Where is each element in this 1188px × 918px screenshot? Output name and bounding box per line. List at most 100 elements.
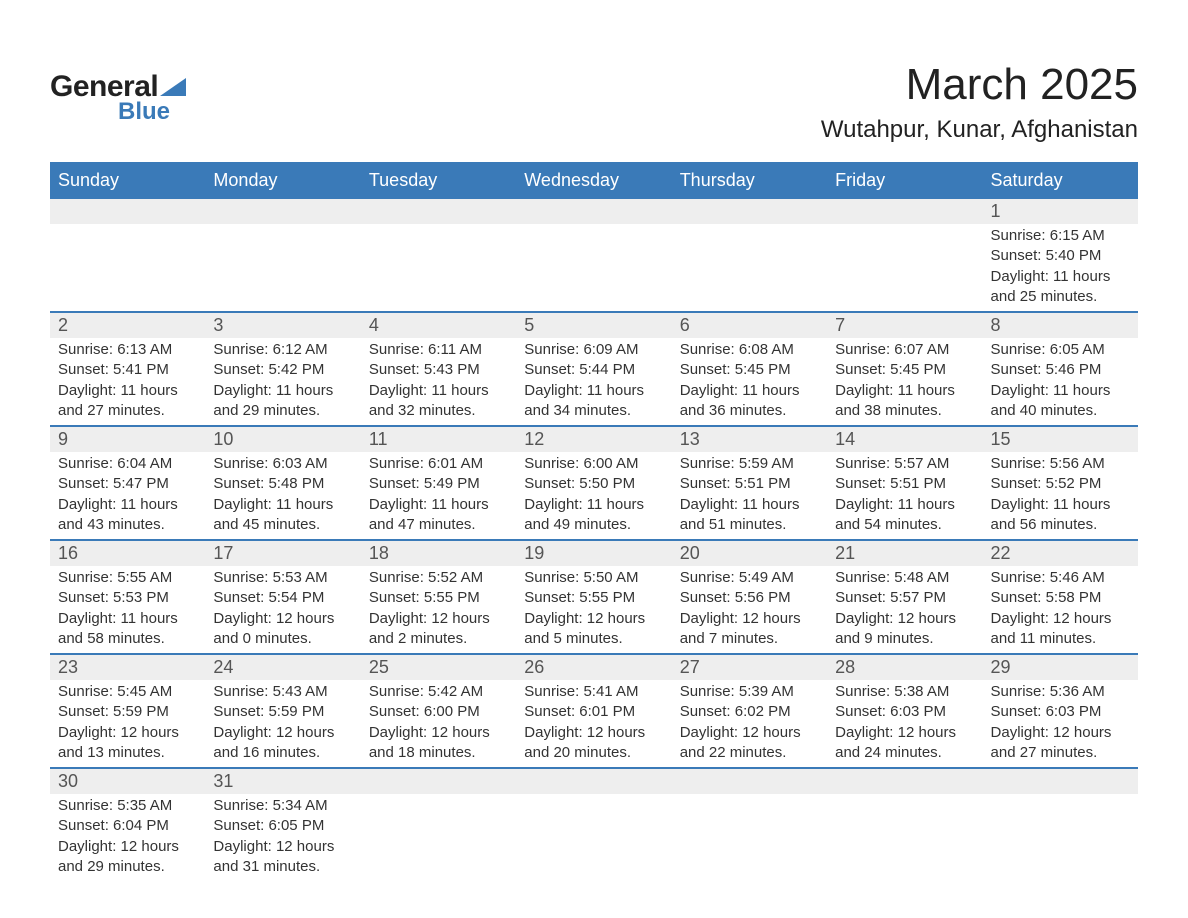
sunrise-text: Sunrise: 5:53 AM xyxy=(213,568,352,588)
sunrise-text: Sunrise: 6:00 AM xyxy=(524,454,663,474)
daylight-line1: Daylight: 11 hours xyxy=(213,495,352,515)
sunrise-text: Sunrise: 6:04 AM xyxy=(58,454,197,474)
day-detail-cell: Sunrise: 5:49 AMSunset: 5:56 PMDaylight:… xyxy=(672,566,827,654)
daylight-line2: and 34 minutes. xyxy=(524,401,663,421)
sunset-text: Sunset: 5:45 PM xyxy=(680,360,819,380)
sunset-text: Sunset: 6:03 PM xyxy=(835,702,974,722)
day-detail-cell: Sunrise: 6:15 AMSunset: 5:40 PMDaylight:… xyxy=(983,224,1138,312)
day-detail-cell: Sunrise: 5:34 AMSunset: 6:05 PMDaylight:… xyxy=(205,794,360,881)
day-number-cell: 31 xyxy=(205,768,360,794)
daylight-line1: Daylight: 12 hours xyxy=(213,609,352,629)
day-number: 10 xyxy=(213,429,233,449)
day-number-cell: 13 xyxy=(672,426,827,452)
day-number: 23 xyxy=(58,657,78,677)
day-number: 29 xyxy=(991,657,1011,677)
sunset-text: Sunset: 5:49 PM xyxy=(369,474,508,494)
day-detail-cell: Sunrise: 6:09 AMSunset: 5:44 PMDaylight:… xyxy=(516,338,671,426)
sunrise-text: Sunrise: 6:01 AM xyxy=(369,454,508,474)
sunrise-text: Sunrise: 5:34 AM xyxy=(213,796,352,816)
sunset-text: Sunset: 6:00 PM xyxy=(369,702,508,722)
day-number-cell: 10 xyxy=(205,426,360,452)
day-number-cell: 25 xyxy=(361,654,516,680)
day-detail-cell: Sunrise: 5:42 AMSunset: 6:00 PMDaylight:… xyxy=(361,680,516,768)
sunrise-text: Sunrise: 5:52 AM xyxy=(369,568,508,588)
day-number: 28 xyxy=(835,657,855,677)
day-detail-cell: Sunrise: 5:50 AMSunset: 5:55 PMDaylight:… xyxy=(516,566,671,654)
page-title: March 2025 xyxy=(821,60,1138,110)
sunrise-text: Sunrise: 5:42 AM xyxy=(369,682,508,702)
week-detail-row: Sunrise: 6:04 AMSunset: 5:47 PMDaylight:… xyxy=(50,452,1138,540)
day-detail-cell: Sunrise: 6:07 AMSunset: 5:45 PMDaylight:… xyxy=(827,338,982,426)
sunset-text: Sunset: 5:40 PM xyxy=(991,246,1130,266)
sunset-text: Sunset: 5:45 PM xyxy=(835,360,974,380)
day-number: 5 xyxy=(524,315,534,335)
day-detail-cell: Sunrise: 5:59 AMSunset: 5:51 PMDaylight:… xyxy=(672,452,827,540)
sunset-text: Sunset: 5:59 PM xyxy=(58,702,197,722)
daylight-line2: and 54 minutes. xyxy=(835,515,974,535)
day-number: 13 xyxy=(680,429,700,449)
week-detail-row: Sunrise: 5:45 AMSunset: 5:59 PMDaylight:… xyxy=(50,680,1138,768)
sunset-text: Sunset: 5:57 PM xyxy=(835,588,974,608)
sunset-text: Sunset: 5:42 PM xyxy=(213,360,352,380)
daylight-line2: and 49 minutes. xyxy=(524,515,663,535)
day-detail-cell: Sunrise: 5:46 AMSunset: 5:58 PMDaylight:… xyxy=(983,566,1138,654)
daylight-line1: Daylight: 12 hours xyxy=(369,723,508,743)
sunset-text: Sunset: 5:43 PM xyxy=(369,360,508,380)
day-detail-cell: Sunrise: 5:35 AMSunset: 6:04 PMDaylight:… xyxy=(50,794,205,881)
day-detail-cell: Sunrise: 6:00 AMSunset: 5:50 PMDaylight:… xyxy=(516,452,671,540)
sunset-text: Sunset: 5:48 PM xyxy=(213,474,352,494)
day-detail-cell: Sunrise: 5:53 AMSunset: 5:54 PMDaylight:… xyxy=(205,566,360,654)
daylight-line2: and 11 minutes. xyxy=(991,629,1130,649)
week-daynum-row: 1 xyxy=(50,199,1138,224)
daylight-line1: Daylight: 12 hours xyxy=(213,723,352,743)
sunset-text: Sunset: 6:02 PM xyxy=(680,702,819,722)
daylight-line1: Daylight: 11 hours xyxy=(524,495,663,515)
sunrise-text: Sunrise: 5:45 AM xyxy=(58,682,197,702)
daylight-line2: and 56 minutes. xyxy=(991,515,1130,535)
daylight-line2: and 45 minutes. xyxy=(213,515,352,535)
day-number-cell: 12 xyxy=(516,426,671,452)
day-number-cell: 16 xyxy=(50,540,205,566)
daylight-line1: Daylight: 11 hours xyxy=(58,495,197,515)
daylight-line1: Daylight: 12 hours xyxy=(991,609,1130,629)
day-detail-cell: Sunrise: 6:04 AMSunset: 5:47 PMDaylight:… xyxy=(50,452,205,540)
daylight-line1: Daylight: 11 hours xyxy=(213,381,352,401)
day-number: 7 xyxy=(835,315,845,335)
day-detail-cell: Sunrise: 6:03 AMSunset: 5:48 PMDaylight:… xyxy=(205,452,360,540)
daylight-line2: and 13 minutes. xyxy=(58,743,197,763)
daylight-line2: and 51 minutes. xyxy=(680,515,819,535)
day-detail-cell xyxy=(983,794,1138,881)
daylight-line2: and 18 minutes. xyxy=(369,743,508,763)
col-header: Friday xyxy=(827,162,982,199)
day-number: 24 xyxy=(213,657,233,677)
day-number: 14 xyxy=(835,429,855,449)
daylight-line2: and 36 minutes. xyxy=(680,401,819,421)
sunrise-text: Sunrise: 6:15 AM xyxy=(991,226,1130,246)
week-daynum-row: 3031 xyxy=(50,768,1138,794)
day-number-cell xyxy=(983,768,1138,794)
daylight-line2: and 9 minutes. xyxy=(835,629,974,649)
daylight-line1: Daylight: 11 hours xyxy=(58,381,197,401)
day-number-cell xyxy=(361,199,516,224)
daylight-line1: Daylight: 11 hours xyxy=(369,495,508,515)
day-detail-cell xyxy=(827,794,982,881)
day-number: 19 xyxy=(524,543,544,563)
sunset-text: Sunset: 6:04 PM xyxy=(58,816,197,836)
daylight-line1: Daylight: 11 hours xyxy=(835,495,974,515)
day-number: 17 xyxy=(213,543,233,563)
day-detail-cell xyxy=(516,794,671,881)
day-detail-cell xyxy=(205,224,360,312)
day-detail-cell: Sunrise: 6:11 AMSunset: 5:43 PMDaylight:… xyxy=(361,338,516,426)
sunrise-text: Sunrise: 5:36 AM xyxy=(991,682,1130,702)
sunset-text: Sunset: 5:56 PM xyxy=(680,588,819,608)
day-number: 16 xyxy=(58,543,78,563)
col-header: Sunday xyxy=(50,162,205,199)
col-header: Tuesday xyxy=(361,162,516,199)
sunset-text: Sunset: 5:52 PM xyxy=(991,474,1130,494)
daylight-line1: Daylight: 11 hours xyxy=(680,495,819,515)
day-number-cell: 11 xyxy=(361,426,516,452)
daylight-line2: and 2 minutes. xyxy=(369,629,508,649)
week-detail-row: Sunrise: 6:15 AMSunset: 5:40 PMDaylight:… xyxy=(50,224,1138,312)
daylight-line1: Daylight: 12 hours xyxy=(58,723,197,743)
day-number: 20 xyxy=(680,543,700,563)
